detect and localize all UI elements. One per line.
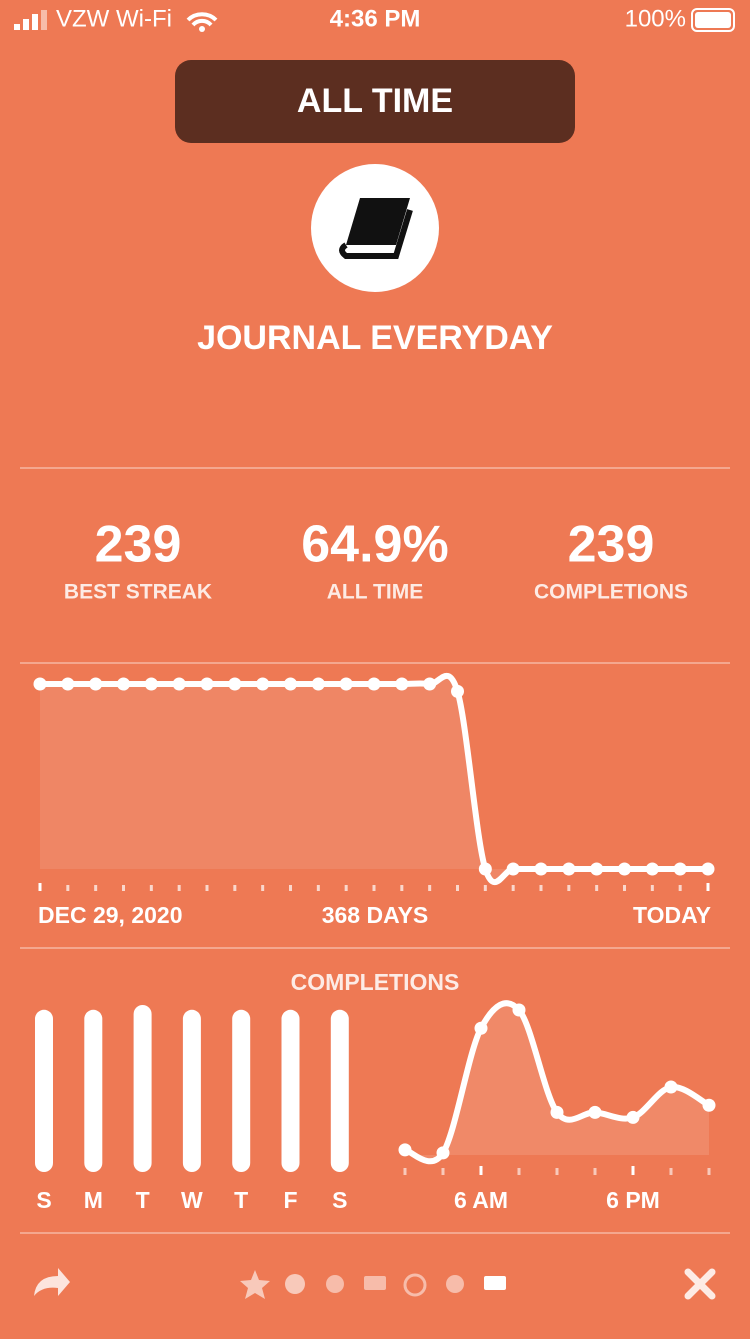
stat-label: COMPLETIONS <box>534 581 688 604</box>
hour-point <box>588 1105 602 1119</box>
hour-point <box>626 1110 640 1124</box>
weekday-bar <box>182 1009 201 1172</box>
hour-point <box>664 1080 678 1094</box>
stat-value: 239 <box>568 516 655 574</box>
streak-point <box>506 862 520 876</box>
signal-bar <box>41 10 47 30</box>
streak-point <box>645 862 659 876</box>
owl-icon[interactable] <box>285 1274 305 1294</box>
weekday-label: M <box>84 1187 103 1213</box>
streak-point <box>256 677 270 691</box>
weekday-bar <box>35 1009 53 1172</box>
battery-outline <box>691 8 735 32</box>
hour-point <box>474 1021 488 1035</box>
weekday-label: T <box>136 1187 150 1213</box>
weekday-bar <box>133 1005 152 1172</box>
signal-bar <box>32 14 38 30</box>
streak-end-label: TODAY <box>633 902 711 928</box>
streak-point <box>534 862 548 876</box>
weekday-label: F <box>283 1187 297 1213</box>
streak-point <box>618 862 631 876</box>
stat-label: BEST STREAK <box>64 581 212 604</box>
book-icon <box>339 198 413 259</box>
streak-start-label: DEC 29, 2020 <box>38 902 182 928</box>
streak-point <box>451 684 464 698</box>
streak-point <box>117 677 130 691</box>
stat-value: 239 <box>95 516 182 574</box>
weekday-bar <box>84 1009 103 1172</box>
battery-percent: 100% <box>625 5 686 32</box>
book-selected-icon[interactable] <box>484 1276 506 1290</box>
hour-label: 6 AM <box>454 1187 508 1213</box>
streak-point <box>673 862 687 876</box>
range-button[interactable] <box>175 60 575 143</box>
streak-point <box>478 862 492 876</box>
share-button[interactable] <box>34 1268 70 1296</box>
streak-point <box>395 677 409 691</box>
clock: 4:36 PM <box>330 5 421 32</box>
streak-point <box>367 677 381 691</box>
meditate-icon[interactable] <box>446 1275 464 1293</box>
streak-point <box>89 677 103 691</box>
status-bar: VZW Wi-Fi 4:36 PM 100% <box>14 5 735 32</box>
streak-point <box>61 677 75 691</box>
streak-point <box>562 862 576 876</box>
streak-point <box>33 677 47 691</box>
hour-point <box>550 1105 564 1119</box>
hour-point <box>512 1003 526 1017</box>
signal-bar <box>23 19 29 30</box>
wifi-dot <box>199 26 205 32</box>
close-button[interactable] <box>684 1268 716 1300</box>
wifi-icon <box>186 12 218 27</box>
streak-point <box>284 677 297 691</box>
battery-level <box>695 12 731 28</box>
weekday-bar <box>232 1009 251 1172</box>
hour-point <box>436 1146 450 1160</box>
book-filter-icon[interactable] <box>364 1276 386 1290</box>
streak-center-label: 368 DAYS <box>322 902 429 928</box>
range-button-label[interactable]: ALL TIME <box>297 82 453 120</box>
star-icon[interactable] <box>240 1270 270 1299</box>
streak-area <box>40 675 708 883</box>
weekday-label: W <box>181 1187 203 1213</box>
alarm-icon[interactable] <box>403 1273 427 1297</box>
streak-point <box>590 862 604 876</box>
streak-point <box>701 862 715 876</box>
weekday-label: S <box>332 1187 347 1213</box>
signal-bar <box>14 24 20 30</box>
streak-point <box>311 677 325 691</box>
hour-line <box>403 1000 711 1165</box>
streak-point <box>423 677 437 691</box>
hour-point <box>398 1143 412 1157</box>
carrier: VZW Wi-Fi <box>56 5 172 32</box>
weekday-bar <box>330 1009 349 1172</box>
weekday-bar <box>281 1009 300 1172</box>
streak-point <box>228 677 242 691</box>
streak-point <box>172 677 186 691</box>
run-icon[interactable] <box>326 1275 344 1293</box>
stat-label: ALL TIME <box>327 581 423 604</box>
streak-point <box>200 677 214 691</box>
hour-label: 6 PM <box>606 1187 660 1213</box>
stat-value: 64.9% <box>301 516 448 574</box>
hour-point <box>702 1098 716 1112</box>
streak-point <box>144 677 158 691</box>
weekday-label: S <box>36 1187 51 1213</box>
streak-point <box>339 677 353 691</box>
completions-title: COMPLETIONS <box>291 969 460 995</box>
habit-title: JOURNAL EVERYDAY <box>197 319 553 357</box>
toolbar <box>34 1268 716 1300</box>
weekday-label: T <box>234 1187 248 1213</box>
